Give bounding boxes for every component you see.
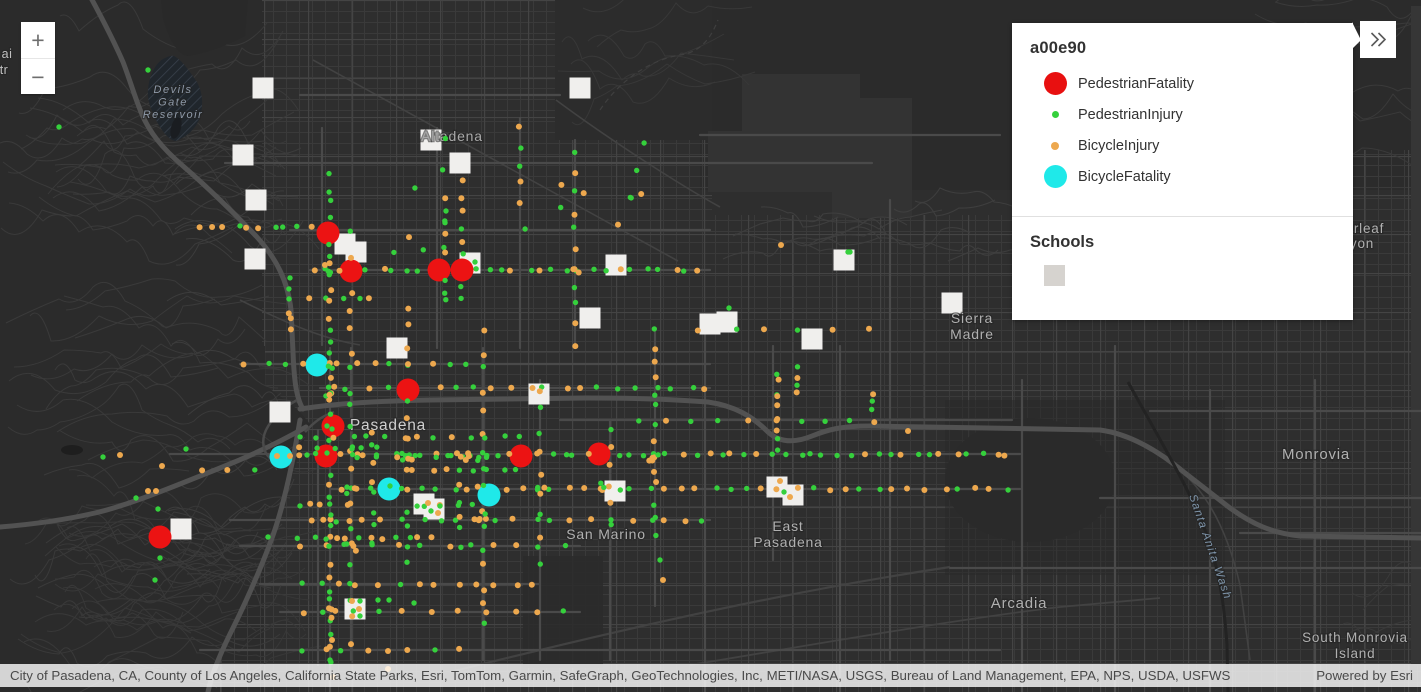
svg-text:Devils: Devils <box>154 84 193 96</box>
svg-text:East: East <box>772 518 803 534</box>
svg-text:Madre: Madre <box>950 326 994 342</box>
svg-text:yon: yon <box>1350 236 1374 251</box>
svg-text:Pasadena: Pasadena <box>753 534 822 550</box>
svg-text:Arcadia: Arcadia <box>991 595 1047 612</box>
svg-text:rleaf: rleaf <box>1354 221 1384 236</box>
svg-text:Altadena: Altadena <box>421 128 483 144</box>
svg-text:Sierra: Sierra <box>951 310 993 326</box>
svg-text:Island: Island <box>1335 646 1376 661</box>
svg-text:Reservoir: Reservoir <box>143 109 204 121</box>
svg-text:ai: ai <box>2 47 13 61</box>
svg-text:Monrovia: Monrovia <box>1282 446 1350 463</box>
svg-text:Pasadena: Pasadena <box>350 417 426 434</box>
svg-text:San Marino: San Marino <box>566 526 646 542</box>
svg-text:tr: tr <box>0 63 8 77</box>
svg-text:Gate: Gate <box>158 97 188 109</box>
svg-text:South Monrovia: South Monrovia <box>1302 630 1408 645</box>
